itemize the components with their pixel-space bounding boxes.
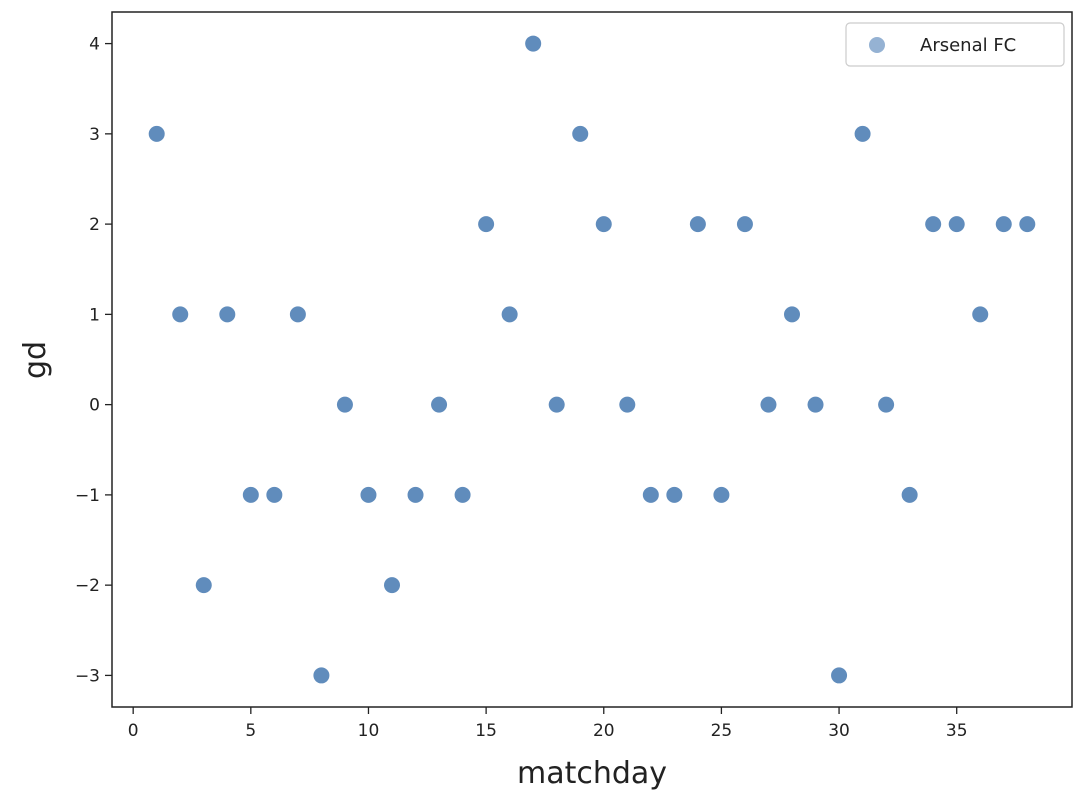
data-point [901,486,918,503]
data-point [642,486,659,503]
y-tick-label: −3 [75,666,100,686]
data-point [925,216,942,233]
data-point [478,216,495,233]
y-tick-label: 3 [89,125,100,145]
data-point [736,216,753,233]
x-tick-label: 15 [475,721,497,741]
x-tick-label: 25 [711,721,733,741]
legend: Arsenal FC [845,22,1065,67]
data-point [313,667,330,684]
legend-box [845,22,1065,67]
y-tick-label: −1 [75,486,100,506]
data-point [595,216,612,233]
x-tick-label: 20 [593,721,615,741]
data-point [666,486,683,503]
x-tick-label: 35 [946,721,968,741]
legend-marker [869,37,885,53]
y-tick-label: −2 [75,576,100,596]
data-point [995,216,1012,233]
data-point [807,396,824,413]
plot-area [111,11,1073,708]
data-point [242,486,259,503]
data-point [360,486,377,503]
y-tick-label: 0 [89,396,100,416]
data-point [619,396,636,413]
data-point [689,216,706,233]
y-tick-label: 1 [89,305,100,325]
data-point [336,396,353,413]
data-point [972,306,989,323]
data-point [289,306,306,323]
data-point [784,306,800,323]
data-point [172,306,189,323]
data-point [760,396,777,413]
data-points [148,35,1036,684]
data-point [148,125,165,142]
data-point [195,577,212,594]
x-tick-label: 10 [358,721,380,741]
data-point [548,396,565,413]
data-point [431,396,448,413]
y-axis-label: gd [18,341,53,379]
y-tick-label: 4 [89,35,100,55]
data-point [854,125,871,142]
x-axis-ticks: 0 5 10 15 20 25 30 35 [128,707,968,741]
data-point [407,486,424,503]
x-tick-label: 5 [245,721,256,741]
data-point [713,486,730,503]
data-point [878,396,895,413]
data-point [501,306,518,323]
x-tick-label: 0 [128,721,139,741]
data-point [454,486,471,503]
data-point [948,216,965,233]
y-axis-ticks: −3 −2 −1 0 1 2 3 4 [75,35,112,686]
y-tick-label: 2 [89,215,100,235]
x-tick-label: 30 [828,721,850,741]
legend-label: Arsenal FC [920,35,1016,56]
data-point [266,486,283,503]
data-point [384,577,400,594]
data-point [831,667,848,684]
data-point [525,35,542,52]
data-point [572,125,589,142]
data-point [219,306,236,323]
data-point [1019,216,1036,233]
x-axis-label: matchday [517,756,667,791]
